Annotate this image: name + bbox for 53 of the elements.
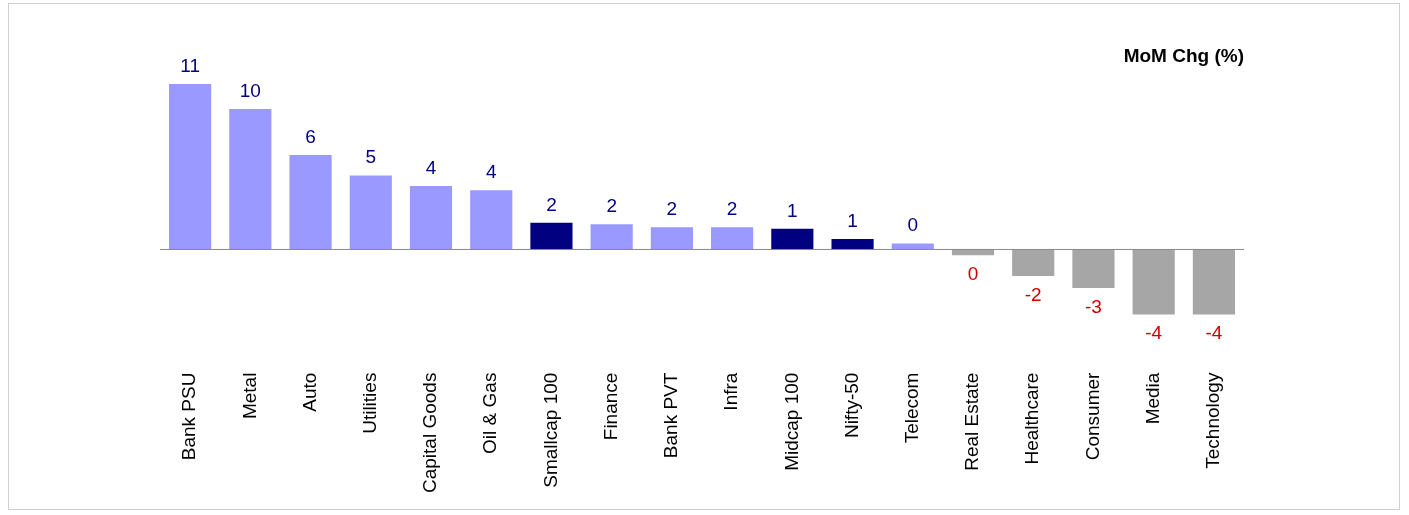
data-label: 4 <box>485 161 497 183</box>
data-label: -4 <box>1205 322 1223 344</box>
x-tick-label: Telecom <box>901 372 923 444</box>
bar <box>771 228 814 250</box>
bar <box>530 222 573 250</box>
bar <box>470 190 513 250</box>
x-tick-label: Finance <box>599 372 621 441</box>
data-label: 2 <box>726 198 738 220</box>
x-tick-label: Metal <box>238 372 260 420</box>
bar <box>229 109 272 250</box>
bar <box>409 185 453 250</box>
bar <box>711 227 754 250</box>
data-label: 10 <box>239 79 261 101</box>
bar <box>1192 249 1235 315</box>
x-tick-label: Auto <box>298 372 320 412</box>
bar <box>169 83 212 250</box>
data-label: -2 <box>1024 283 1042 305</box>
bar <box>289 154 332 250</box>
bar <box>1072 249 1115 288</box>
data-label: 4 <box>425 156 437 178</box>
x-tick-label: Bank PVT <box>660 372 682 459</box>
data-label: -3 <box>1084 295 1102 317</box>
x-tick-label: Nifty-50 <box>840 372 862 439</box>
data-label: 0 <box>967 263 979 285</box>
x-tick-label: Utilities <box>359 372 381 434</box>
x-tick-label: Oil & Gas <box>479 372 501 454</box>
bar <box>349 175 392 250</box>
data-label: 0 <box>907 214 919 236</box>
data-label: 5 <box>365 146 377 168</box>
x-tick-label: Real Estate <box>961 372 983 471</box>
x-tick-label: Infra <box>720 372 742 411</box>
data-label: 1 <box>847 209 858 231</box>
x-tick-label: Media <box>1141 372 1163 425</box>
data-label: -4 <box>1145 322 1163 344</box>
x-tick-label: Bank PSU <box>178 372 200 461</box>
x-tick-label: Healthcare <box>1021 372 1043 465</box>
chart-title: MoM Chg (%) <box>1123 44 1244 66</box>
x-tick-label: Capital Goods <box>419 372 441 493</box>
data-label: 1 <box>787 199 798 221</box>
x-tick-label: Consumer <box>1081 371 1103 461</box>
data-label: 2 <box>606 195 617 217</box>
data-label: 2 <box>666 198 678 220</box>
bar <box>1132 249 1175 315</box>
x-tick-label: Technology <box>1202 372 1224 469</box>
bar <box>650 227 693 250</box>
data-label: 11 <box>180 54 200 76</box>
bar <box>831 239 874 250</box>
bar <box>1012 249 1055 277</box>
data-label: 2 <box>546 193 557 215</box>
x-tick-label: Midcap 100 <box>780 372 802 471</box>
bar <box>590 224 633 250</box>
data-label: 6 <box>305 125 316 147</box>
x-tick-label: Smallcap 100 <box>539 372 561 488</box>
